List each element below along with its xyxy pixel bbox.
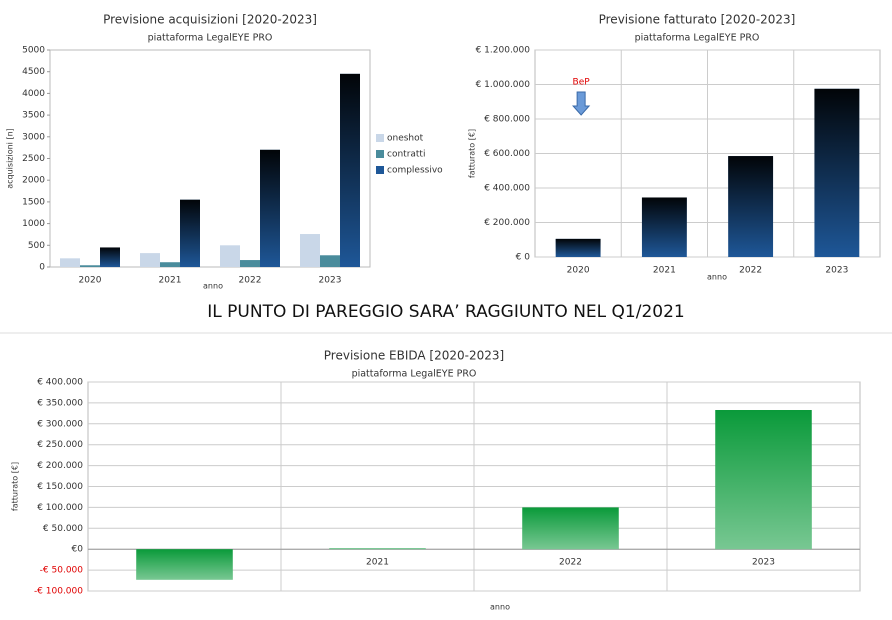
legend-label: contratti xyxy=(387,150,425,160)
x-axis-label: anno xyxy=(707,273,727,282)
chart-title: Previsione EBIDA [2020-2023] xyxy=(324,349,504,363)
chart-subtitle: piattaforma LegalEYE PRO xyxy=(148,33,273,44)
bar xyxy=(220,245,240,267)
x-tick-label: 2021 xyxy=(159,276,182,286)
bar-shade xyxy=(814,88,860,257)
y-tick-label: € 400.000 xyxy=(37,378,83,388)
bar-shade xyxy=(555,238,601,257)
bar xyxy=(160,262,180,267)
y-tick-label: 0 xyxy=(39,263,45,273)
chart-subtitle: piattaforma LegalEYE PRO xyxy=(352,369,477,380)
x-tick-label: 2020 xyxy=(567,266,590,276)
y-tick-label: € 300.000 xyxy=(37,419,83,429)
legend-swatch xyxy=(376,150,384,158)
y-tick-label: € 200.000 xyxy=(484,218,530,228)
y-tick-label: 1500 xyxy=(22,197,45,207)
headline: IL PUNTO DI PAREGGIO SARA’ RAGGIUNTO NEL… xyxy=(207,302,684,322)
legend-swatch xyxy=(376,134,384,142)
y-tick-label: 5000 xyxy=(22,46,45,56)
plot-area xyxy=(49,49,371,268)
annotation: BeP xyxy=(573,78,591,88)
legend-label: complessivo xyxy=(387,166,443,176)
bar-shade xyxy=(329,548,426,550)
x-tick-label: 2021 xyxy=(653,266,676,276)
y-tick-label: 4000 xyxy=(22,89,45,99)
x-tick-label: 2023 xyxy=(825,266,848,276)
y-tick-label: -€ 50.000 xyxy=(40,566,84,576)
bar xyxy=(140,253,160,267)
x-tick-label: 2022 xyxy=(239,276,262,286)
y-tick-label: 500 xyxy=(28,241,45,251)
x-axis-label: anno xyxy=(490,603,510,612)
y-tick-label: 1000 xyxy=(22,219,45,229)
bar-shade xyxy=(641,197,687,257)
bar-shade xyxy=(180,199,200,267)
x-axis-label: anno xyxy=(203,282,223,291)
bar-shade xyxy=(715,410,812,550)
y-tick-label: € 250.000 xyxy=(37,440,83,450)
chart-title: Previsione acquisizioni [2020-2023] xyxy=(103,13,317,27)
y-tick-label: €0 xyxy=(72,545,84,555)
bar-shade xyxy=(260,149,280,267)
x-tick-label: 2020 xyxy=(79,276,102,286)
bar-shade xyxy=(728,156,774,257)
y-tick-label: 4500 xyxy=(22,67,45,77)
chart-subtitle: piattaforma LegalEYE PRO xyxy=(635,33,760,44)
bar-shade xyxy=(522,507,619,550)
bar xyxy=(300,234,320,267)
bar xyxy=(80,265,100,267)
x-tick-label: 2021 xyxy=(366,558,389,568)
bar-shade xyxy=(340,73,360,268)
bar-shade xyxy=(100,247,120,267)
y-tick-label: € 100.000 xyxy=(37,503,83,513)
y-tick-label: € 50.000 xyxy=(43,524,83,534)
y-tick-label: € 350.000 xyxy=(37,398,83,408)
legend-label: oneshot xyxy=(387,134,424,144)
y-tick-label: 2000 xyxy=(22,176,45,186)
x-tick-label: 2023 xyxy=(752,558,775,568)
bar-shade xyxy=(136,549,233,580)
x-tick-label: 2022 xyxy=(559,558,582,568)
bar xyxy=(60,258,80,267)
x-tick-label: 2023 xyxy=(319,276,342,286)
y-tick-label: € 1.000.000 xyxy=(476,80,531,90)
legend-swatch xyxy=(376,166,384,174)
annotation-arrow xyxy=(572,91,591,116)
y-tick-label: € 400.000 xyxy=(484,184,530,194)
y-axis-label: fatturato [€] xyxy=(468,129,477,178)
y-tick-label: € 150.000 xyxy=(37,482,83,492)
bar xyxy=(240,260,260,267)
y-tick-label: € 0 xyxy=(516,253,531,263)
bar xyxy=(320,255,340,267)
y-tick-label: 3500 xyxy=(22,111,45,121)
y-tick-label: € 1.200.000 xyxy=(476,46,531,56)
y-tick-label: -€ 100.000 xyxy=(34,587,83,597)
chart-title: Previsione fatturato [2020-2023] xyxy=(599,13,796,27)
y-axis-label: fatturato [€] xyxy=(11,462,20,511)
y-tick-label: 3000 xyxy=(22,132,45,142)
y-tick-label: 2500 xyxy=(22,154,45,164)
x-tick-label: 2022 xyxy=(739,266,762,276)
y-tick-label: € 800.000 xyxy=(484,115,530,125)
y-tick-label: € 600.000 xyxy=(484,149,530,159)
y-axis-label: acquisizioni [n] xyxy=(6,128,15,189)
y-tick-label: € 200.000 xyxy=(37,461,83,471)
